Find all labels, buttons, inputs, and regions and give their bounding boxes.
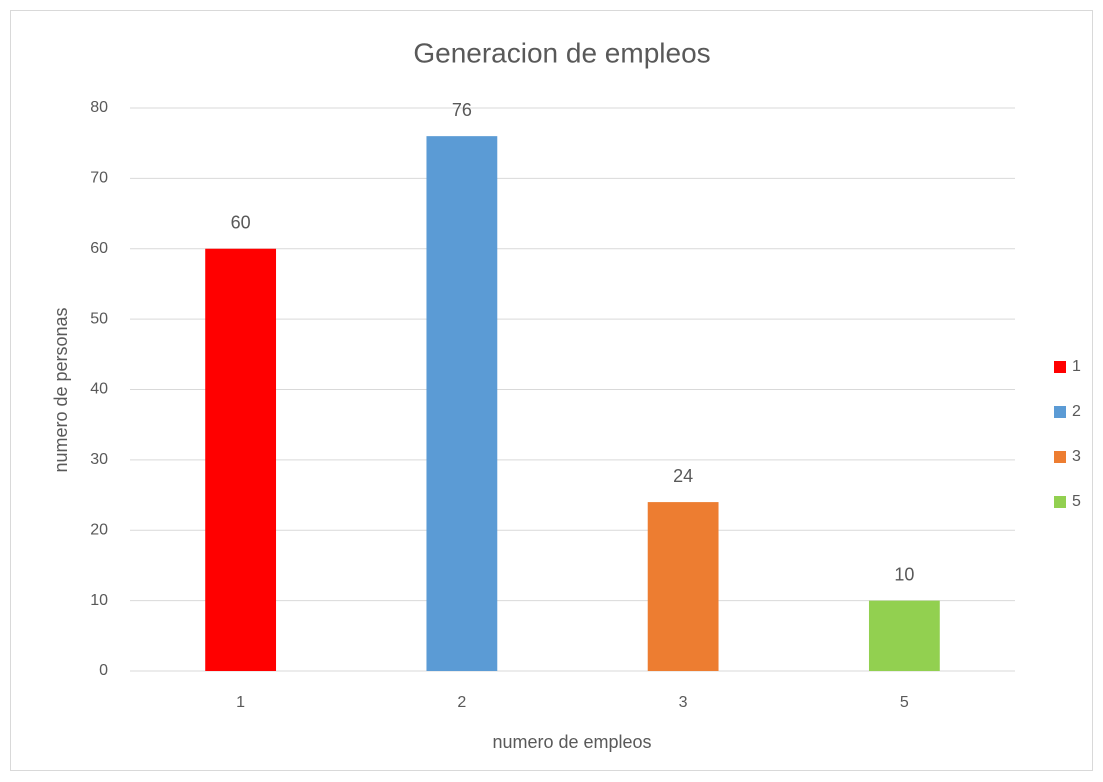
y-tick-label: 20 xyxy=(90,521,108,538)
legend-swatch xyxy=(1054,406,1066,418)
y-tick-label: 60 xyxy=(90,240,108,257)
x-tick-label: 2 xyxy=(457,694,466,711)
legend-label: 3 xyxy=(1072,448,1081,465)
y-tick-label: 30 xyxy=(90,451,108,468)
data-label: 24 xyxy=(673,466,693,486)
bar xyxy=(647,502,719,671)
legend-label: 1 xyxy=(1072,358,1081,375)
legend-swatch xyxy=(1054,361,1066,373)
legend-label: 5 xyxy=(1072,493,1081,510)
x-tick-label: 5 xyxy=(900,694,909,711)
x-tick-label: 1 xyxy=(236,694,245,711)
y-tick-label: 50 xyxy=(90,310,108,327)
y-tick-label: 10 xyxy=(90,592,108,609)
data-label: 76 xyxy=(452,100,472,120)
x-tick-label: 3 xyxy=(679,694,688,711)
x-axis-title: numero de empleos xyxy=(492,732,651,752)
y-tick-label: 0 xyxy=(99,662,108,679)
y-axis-title: numero de personas xyxy=(51,307,71,472)
y-tick-label: 80 xyxy=(90,99,108,116)
bar xyxy=(205,248,277,671)
legend-swatch xyxy=(1054,451,1066,463)
data-label: 10 xyxy=(894,564,914,584)
y-tick-label: 40 xyxy=(90,381,108,398)
y-tick-label: 70 xyxy=(90,170,108,187)
legend-label: 2 xyxy=(1072,403,1081,420)
bar xyxy=(868,600,940,671)
data-label: 60 xyxy=(231,213,251,233)
chart-title: Generacion de empleos xyxy=(413,37,710,68)
legend-swatch xyxy=(1054,496,1066,508)
bar xyxy=(426,136,498,671)
